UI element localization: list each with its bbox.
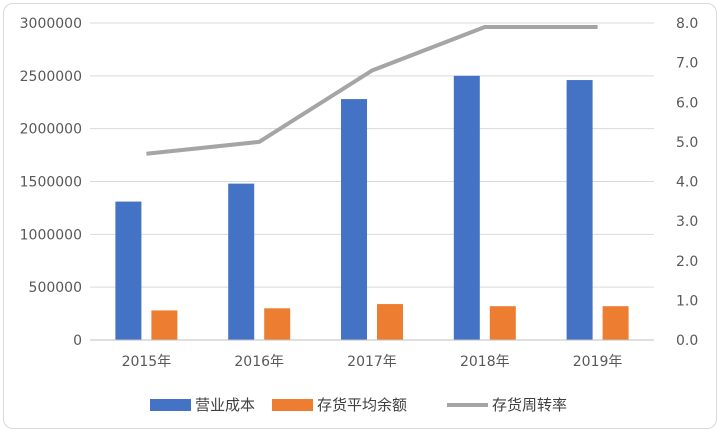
- x-tick-label: 2019年: [573, 354, 623, 370]
- x-tick-label: 2018年: [460, 354, 510, 370]
- chart-frame: [3, 3, 717, 429]
- bar-operating-cost: [453, 75, 480, 340]
- bar-operating-cost: [228, 183, 255, 340]
- bar-avg-inventory: [489, 306, 516, 340]
- y-right-tick-label: 6.0: [676, 95, 698, 111]
- y-left-tick-label: 0: [73, 333, 82, 349]
- y-right-tick-label: 7.0: [676, 56, 698, 72]
- legend-label: 营业成本: [195, 396, 255, 414]
- legend-swatch: [150, 399, 191, 411]
- y-right-tick-label: 8.0: [676, 16, 698, 32]
- y-left-tick-label: 3000000: [20, 16, 82, 32]
- y-right-tick-label: 5.0: [676, 135, 698, 151]
- legend-label: 存货周转率: [492, 396, 567, 414]
- bar-avg-inventory: [264, 308, 291, 340]
- bar-operating-cost: [566, 80, 593, 340]
- bar-operating-cost: [115, 201, 142, 340]
- bar-operating-cost: [341, 99, 367, 340]
- y-right-tick-label: 3.0: [676, 214, 698, 230]
- legend-swatch: [272, 399, 313, 411]
- y-left-tick-label: 2000000: [20, 122, 82, 138]
- line-inventory-turnover: [146, 24, 598, 156]
- y-left-tick-label: 500000: [29, 280, 82, 296]
- y-left-tick-label: 1000000: [20, 227, 82, 243]
- y-left-tick-label: 2500000: [20, 69, 82, 85]
- bar-avg-inventory: [377, 304, 403, 340]
- y-right-tick-label: 1.0: [676, 293, 698, 309]
- y-right-tick-label: 0.0: [676, 333, 698, 349]
- bar-avg-inventory: [151, 310, 178, 340]
- y-right-tick-label: 4.0: [676, 175, 698, 191]
- legend-label: 存货平均余额: [317, 396, 407, 414]
- y-left-tick-label: 1500000: [20, 175, 82, 191]
- x-tick-label: 2017年: [347, 354, 397, 370]
- y-right-tick-label: 2.0: [676, 254, 698, 270]
- x-tick-label: 2016年: [234, 354, 284, 370]
- bar-avg-inventory: [602, 306, 629, 340]
- x-tick-label: 2015年: [122, 354, 172, 370]
